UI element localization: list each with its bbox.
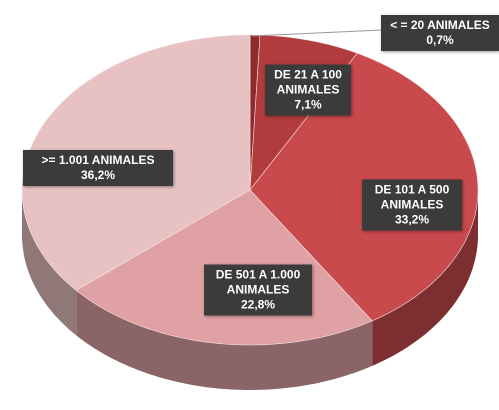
label-category: < = 20 ANIMALES bbox=[390, 18, 490, 32]
label-category: DE 501 A 1.000 ANIMALES bbox=[215, 267, 301, 297]
label-category: >= 1.001 ANIMALES bbox=[41, 153, 155, 167]
slice-side bbox=[22, 190, 77, 336]
label-value: 33,2% bbox=[394, 212, 430, 227]
label-category: DE 21 A 100 ANIMALES bbox=[274, 67, 342, 97]
data-label: DE 501 A 1.000 ANIMALES 22,8% bbox=[204, 264, 312, 316]
label-value: 7,1% bbox=[294, 97, 322, 112]
label-value: 36,2% bbox=[80, 168, 116, 182]
label-value: 22,8% bbox=[240, 297, 276, 312]
data-label: >= 1.001 ANIMALES 36,2% bbox=[23, 150, 173, 186]
label-value: 0,7% bbox=[426, 33, 454, 47]
slice-side bbox=[372, 190, 478, 366]
data-label: DE 21 A 100 ANIMALES 7,1% bbox=[265, 64, 351, 116]
data-label: < = 20 ANIMALES 0,7% bbox=[381, 15, 499, 51]
slice-side bbox=[76, 290, 373, 390]
leader-line bbox=[251, 29, 383, 37]
data-label: DE 101 A 500 ANIMALES 33,2% bbox=[362, 179, 462, 231]
label-category: DE 101 A 500 ANIMALES bbox=[374, 182, 450, 212]
